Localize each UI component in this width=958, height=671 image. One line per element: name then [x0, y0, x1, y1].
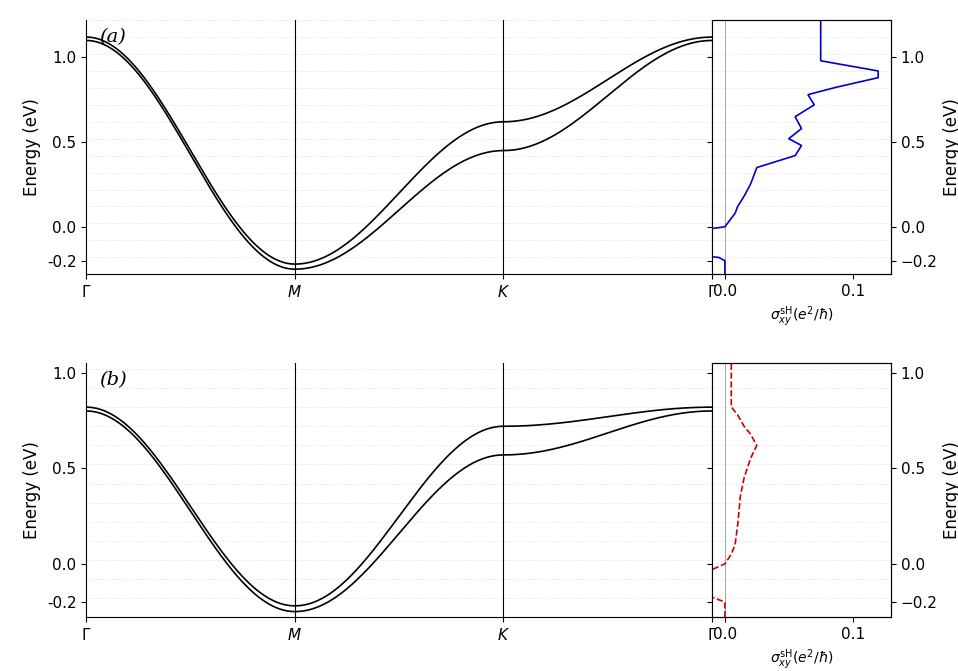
X-axis label: $\sigma_{xy}^{\rm sH}(e^2/\hbar)$: $\sigma_{xy}^{\rm sH}(e^2/\hbar)$	[769, 305, 833, 329]
Y-axis label: Energy (eV): Energy (eV)	[23, 98, 41, 196]
Y-axis label: Energy (eV): Energy (eV)	[943, 442, 958, 539]
Y-axis label: Energy (eV): Energy (eV)	[23, 442, 41, 539]
Text: (a): (a)	[99, 28, 125, 46]
Text: (b): (b)	[99, 371, 126, 389]
X-axis label: $\sigma_{xy}^{\rm sH}(e^2/\hbar)$: $\sigma_{xy}^{\rm sH}(e^2/\hbar)$	[769, 648, 833, 671]
Y-axis label: Energy (eV): Energy (eV)	[943, 98, 958, 196]
